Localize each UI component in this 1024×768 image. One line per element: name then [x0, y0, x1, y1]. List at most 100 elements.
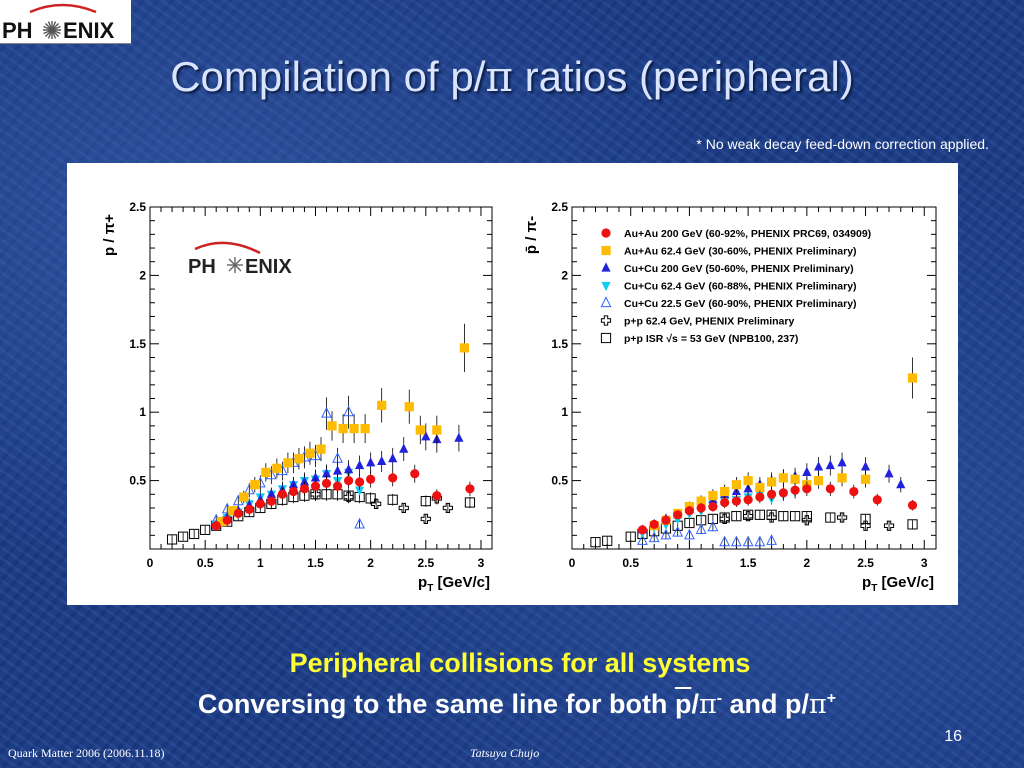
data-point-auau62 [696, 496, 706, 506]
data-point-ppisr [387, 494, 398, 505]
data-point-auau62 [294, 454, 304, 464]
data-point-auau62 [708, 491, 718, 501]
data-point-auau62 [316, 444, 326, 454]
data-point-auau200 [907, 500, 918, 510]
caption-pi-1: π [698, 689, 717, 720]
data-point-auau62 [743, 476, 753, 486]
data-point-cucu200 [288, 479, 299, 489]
footer-conference: Quark Matter 2006 (2006.11.18) [8, 746, 165, 760]
data-point-auau200 [661, 515, 671, 525]
x-tick-label: 1 [257, 556, 264, 570]
caption-mid: and p/ [722, 689, 810, 719]
data-point-cucu200 [825, 459, 835, 470]
inset-logo-text-left: PH [188, 256, 216, 278]
data-point-auau200 [778, 488, 788, 498]
inset-phenix-logo: PH ENIX [188, 241, 292, 278]
data-point-auau200 [255, 499, 265, 509]
data-point-cucu200 [813, 461, 824, 471]
legend-marker-cucu22 [600, 296, 612, 308]
plot-panel: 0 0.5 1 1.5 2 2.5 3 0.5 1 1.5 2 2.5 pT [GeV/c] p / π+… [67, 163, 958, 605]
data-point-auau200 [277, 489, 287, 499]
x-tick-label: 1.5 [307, 556, 324, 570]
data-point-ppisr [625, 531, 636, 542]
data-point-ppisr [590, 537, 601, 548]
data-point-auau200 [825, 484, 835, 494]
x-tick-label: 2 [367, 556, 374, 570]
data-point-cucu22 [707, 520, 719, 532]
data-point-auau200 [355, 477, 365, 487]
data-point-auau200 [767, 489, 777, 499]
data-point-cucu62 [355, 486, 365, 496]
legend-label-auau62: Au+Au 62.4 GeV (30-60%, PHENIX Prelimina… [624, 246, 857, 258]
x-tick-label: 1 [686, 556, 693, 570]
data-point-pp62 [371, 498, 382, 509]
data-point-auau62 [305, 448, 315, 458]
x-tick-label: 2.5 [857, 556, 874, 570]
data-point-auau200 [266, 496, 276, 506]
data-point-cucu22 [719, 535, 731, 547]
data-point-ppisr [825, 512, 836, 523]
series-auau62 [217, 323, 470, 527]
x-tick-label: 0 [147, 556, 154, 570]
data-point-cucu200 [454, 432, 464, 442]
data-point-cucu200 [896, 479, 906, 489]
data-point-auau200 [321, 478, 332, 488]
data-point-ppisr [200, 524, 211, 535]
x-axis-label: pT [GeV/c] [862, 574, 934, 594]
data-point-auau62 [755, 482, 765, 493]
data-point-auau62 [217, 517, 227, 527]
data-point-auau62 [731, 480, 741, 490]
series-pp62 [310, 487, 453, 525]
caption-pbar: p [674, 689, 692, 719]
data-point-cucu22 [730, 535, 742, 547]
data-point-pp62 [860, 520, 871, 531]
data-point-cucu200 [266, 488, 276, 498]
data-point-auau62 [228, 506, 238, 516]
legend-label-auau200: Au+Au 200 GeV (60-92%, PHENIX PRC69, 034… [624, 228, 871, 240]
data-point-auau62 [360, 424, 370, 434]
data-point-ppisr [189, 528, 200, 540]
data-point-pp62 [766, 512, 777, 523]
data-point-cucu200 [299, 476, 310, 486]
data-point-auau200 [802, 484, 812, 494]
data-point-auau200 [696, 503, 706, 513]
series-auau200 [211, 464, 475, 531]
y-tick-label: 0.5 [129, 474, 146, 488]
x-tick-label: 0.5 [197, 556, 214, 570]
phenix-logo: PH ENIX [0, 0, 131, 44]
title-symbol: π [485, 52, 513, 101]
x-tick-label: 2 [803, 556, 810, 570]
data-point-pp62 [883, 520, 895, 531]
caption-sup-1: - [716, 690, 723, 707]
data-point-auau62 [349, 424, 359, 434]
legend-marker-auau62 [601, 245, 611, 256]
caption-slash: / [691, 689, 699, 719]
data-point-auau200 [673, 510, 683, 520]
data-point-cucu200 [884, 468, 894, 478]
data-point-ppisr [177, 531, 189, 542]
data-point-auau200 [637, 525, 648, 535]
data-point-auau200 [233, 508, 243, 519]
data-point-cucu200 [332, 465, 343, 475]
data-point-cucu200 [310, 472, 321, 482]
plots-svg: 0 0.5 1 1.5 2 2.5 3 0.5 1 1.5 2 2.5 pT [GeV/c] p / π+… [101, 200, 937, 594]
chart-2: 0 0.5 1 1.5 2 2.5 3 0.5 1 1.5 2 2.5 pT [GeV/c] p̄ / π… [523, 200, 937, 594]
data-point-pp62 [420, 513, 431, 525]
data-point-auau62 [261, 467, 271, 477]
data-point-auau200 [410, 469, 420, 479]
data-point-auau200 [872, 495, 882, 505]
x-tick-label: 3 [921, 556, 928, 570]
data-point-ppisr [464, 497, 476, 508]
x-tick-label: 0 [569, 556, 576, 570]
caption-line-1: Peripheral collisions for all systems [289, 648, 751, 678]
data-point-ppisr [907, 519, 918, 530]
data-point-ppisr [754, 509, 765, 520]
data-point-cucu22 [648, 531, 660, 543]
data-point-auau200 [388, 473, 398, 483]
data-point-auau62 [907, 373, 918, 383]
page-number: 16 [944, 728, 962, 745]
data-point-pp62 [442, 502, 453, 514]
data-point-cucu22 [742, 535, 754, 547]
plot-frame [149, 206, 493, 550]
legend-label-ppisr: p+p ISR √s = 53 GeV (NPB100, 237) [624, 333, 798, 345]
